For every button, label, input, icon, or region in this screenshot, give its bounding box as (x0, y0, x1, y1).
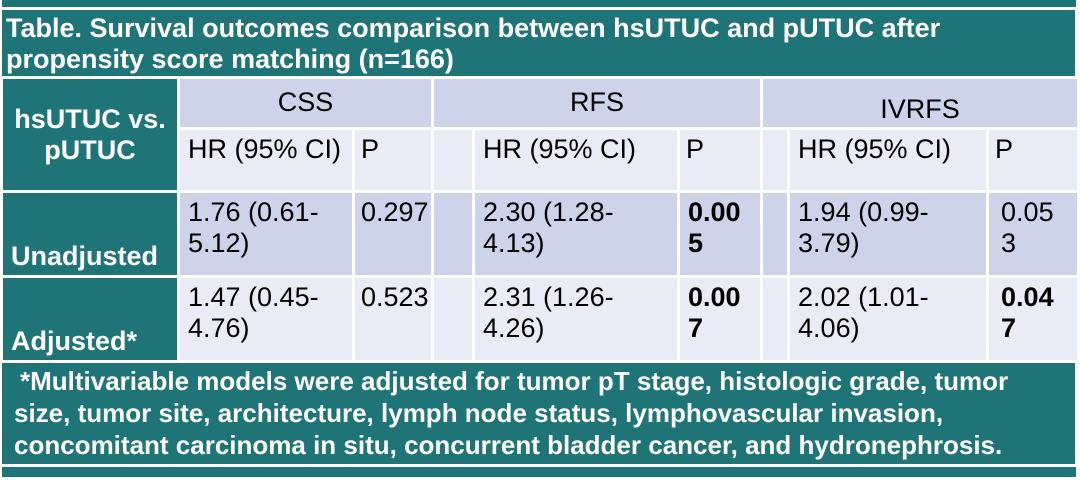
adjusted-css-p: 0.523 (355, 278, 431, 360)
spacer-cell (763, 278, 788, 360)
adjusted-rfs-p: 0.007 (680, 278, 761, 360)
adjusted-css-hr: 1.47 (0.45-4.76) (180, 278, 352, 360)
unadjusted-ivrfs-p: 0.053 (989, 193, 1078, 275)
table-footnote: *Multivariable models were adjusted for … (2, 363, 1075, 464)
table-title: Table. Survival outcomes comparison betw… (2, 10, 1075, 76)
subheader-css-hr: HR (95% CI) (180, 130, 352, 190)
group-header-ivrfs: IVRFS (763, 79, 1078, 127)
unadjusted-css-hr: 1.76 (0.61-5.12) (180, 193, 352, 275)
unadjusted-css-p: 0.297 (355, 193, 431, 275)
subheader-rfs-hr: HR (95% CI) (475, 130, 677, 190)
group-header-rfs: RFS (434, 79, 761, 127)
unadjusted-rfs-p: 0.005 (680, 193, 761, 275)
unadjusted-ivrfs-hr: 1.94 (0.99-3.79) (790, 193, 987, 275)
subheader-ivrfs-hr: HR (95% CI) (790, 130, 987, 190)
subheader-ivrfs-p: P (989, 130, 1078, 190)
adjusted-rfs-hr: 2.31 (1.26-4.26) (475, 278, 677, 360)
adjusted-ivrfs-p: 0.047 (989, 278, 1078, 360)
group-header-css: CSS (180, 79, 431, 127)
corner-header-comparison: hsUTUC vs. pUTUC (3, 79, 177, 190)
spacer-cell (434, 278, 472, 360)
spacer-cell (434, 130, 472, 190)
subheader-rfs-p: P (680, 130, 761, 190)
unadjusted-rfs-hr: 2.30 (1.28-4.13) (475, 193, 677, 275)
survival-outcomes-table: hsUTUC vs. pUTUC CSS RFS IVRFS HR (95% C… (0, 76, 1080, 363)
spacer-cell (763, 130, 788, 190)
row-label-unadjusted: Unadjusted (3, 193, 177, 275)
row-label-adjusted: Adjusted* (3, 278, 177, 360)
bottom-accent-bar (2, 467, 1076, 477)
subheader-css-p: P (355, 130, 431, 190)
adjusted-ivrfs-hr: 2.02 (1.01-4.06) (790, 278, 987, 360)
top-accent-bar (2, 0, 1076, 7)
spacer-cell (763, 193, 788, 275)
spacer-cell (434, 193, 472, 275)
